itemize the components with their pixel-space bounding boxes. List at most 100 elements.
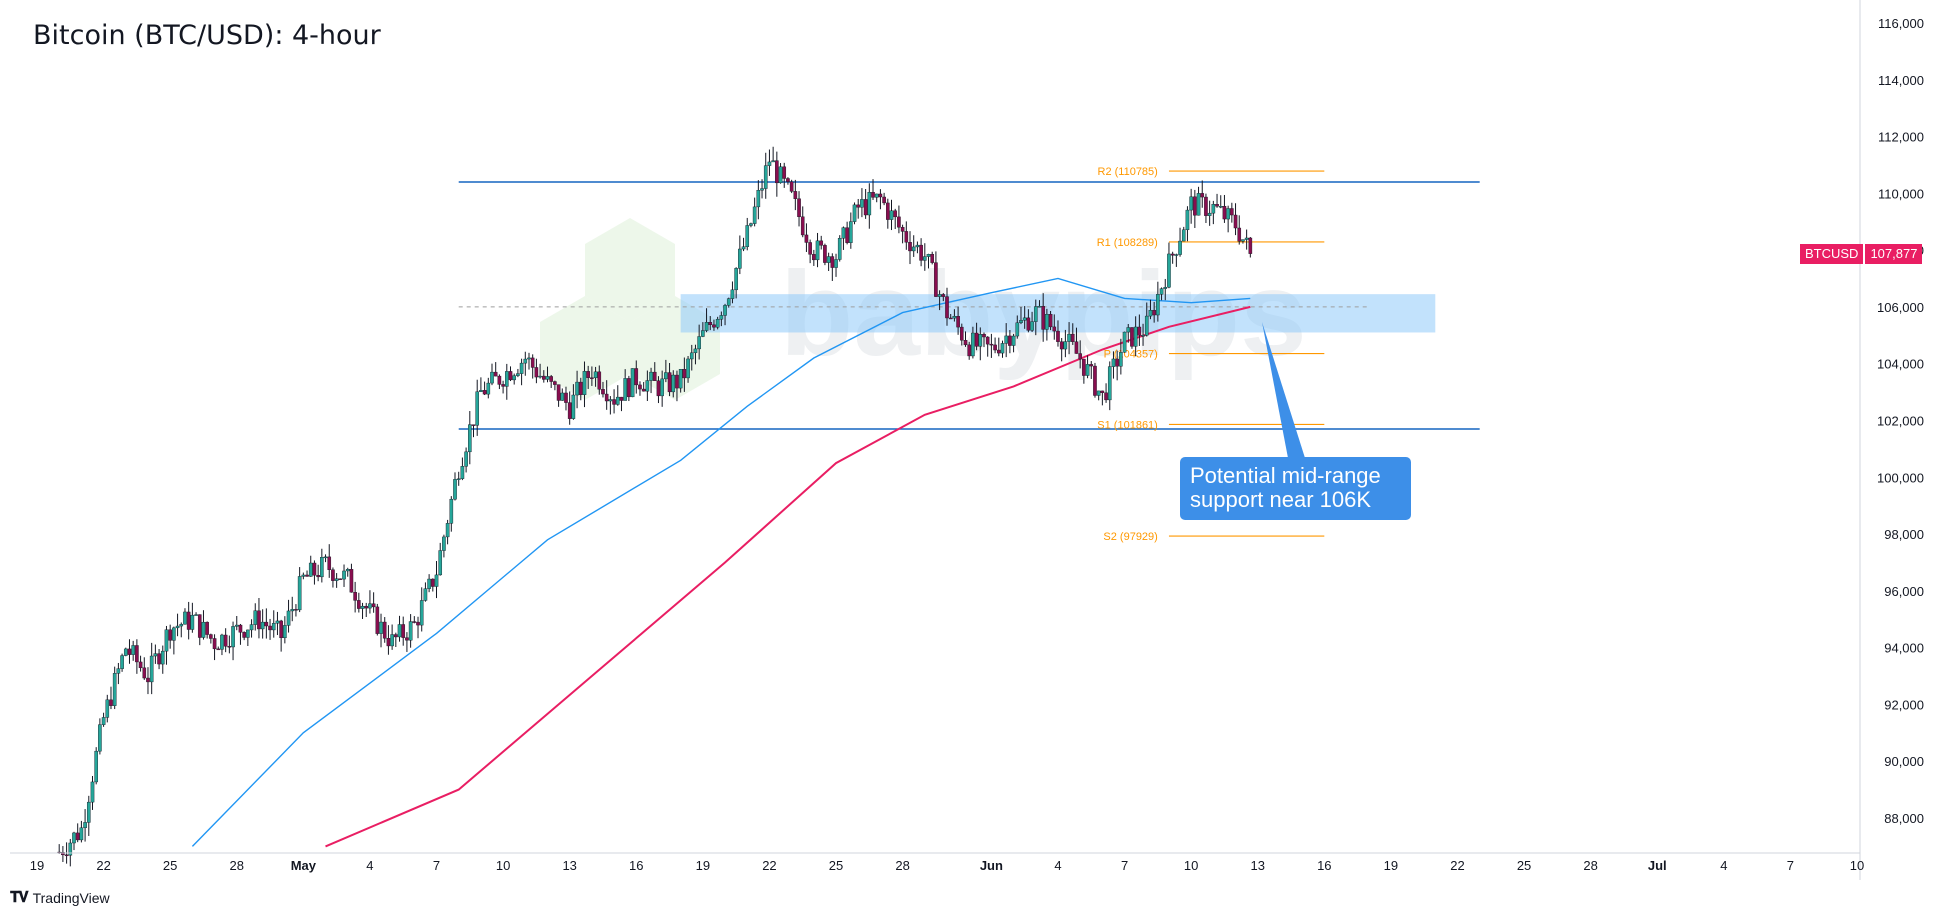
candle-body: [996, 349, 1001, 354]
candle-body: [952, 315, 957, 319]
candle-body: [1067, 333, 1071, 342]
candle-body: [834, 259, 838, 268]
candle-body: [1104, 392, 1108, 401]
candle-body: [127, 648, 132, 655]
candle-body: [701, 330, 705, 337]
candle-body: [123, 648, 128, 656]
candle-body: [649, 371, 653, 381]
x-tick-label: 16: [629, 858, 643, 873]
x-tick-label: 4: [366, 858, 373, 873]
candle-body: [434, 574, 439, 587]
candle-body: [978, 333, 983, 347]
x-tick-label: 25: [163, 858, 177, 873]
candle-body: [1152, 309, 1156, 316]
x-tick-label: 28: [230, 858, 244, 873]
candle-body: [771, 160, 775, 163]
candle-body: [1141, 335, 1145, 337]
candle-body: [79, 827, 84, 841]
candle-body: [556, 384, 561, 401]
candle-body: [934, 262, 938, 297]
candle-body: [1133, 326, 1138, 347]
candle-body: [1011, 335, 1016, 346]
candle-body: [283, 625, 287, 639]
candle-body: [168, 629, 172, 641]
candle-body: [364, 605, 369, 609]
candle-body: [297, 576, 302, 611]
candle-body: [379, 621, 383, 634]
candle-body: [431, 578, 435, 587]
candle-body: [186, 611, 191, 630]
candle-body: [416, 621, 420, 626]
candle-body: [849, 221, 853, 243]
candle-body: [1111, 358, 1116, 367]
candle-body: [419, 600, 424, 626]
candle-body: [223, 634, 228, 647]
x-tick-label: 19: [1384, 858, 1398, 873]
candle-body: [575, 381, 579, 396]
candle-body: [105, 699, 110, 718]
candle-body: [157, 653, 161, 665]
x-tick-label: 25: [1517, 858, 1531, 873]
candle-body: [719, 315, 724, 320]
candle-body: [475, 391, 480, 426]
candle-body: [1200, 193, 1205, 198]
candle-body: [1015, 322, 1020, 337]
candle-body: [138, 661, 143, 669]
candle-body: [693, 348, 698, 354]
candle-body: [697, 336, 701, 350]
candle-body: [775, 160, 779, 184]
candle-body: [715, 318, 720, 328]
tradingview-brand[interactable]: 𝐓𝐕 TradingView: [10, 889, 110, 906]
symbol-badge: BTCUSD: [1800, 243, 1864, 264]
candle-body: [627, 378, 631, 398]
candle-body: [308, 562, 313, 577]
candle-body: [405, 637, 409, 641]
candle-body: [64, 854, 69, 857]
candle-body: [120, 655, 124, 669]
candle-body: [519, 362, 524, 374]
y-tick-label: 94,000: [1884, 641, 1924, 656]
candle-body: [149, 655, 154, 683]
candle-body: [290, 609, 295, 612]
moving-average-line: [191, 277, 1251, 847]
candle-body: [812, 254, 816, 261]
candle-body: [1045, 314, 1049, 330]
x-tick-label: 10: [1184, 858, 1198, 873]
candle-body: [394, 634, 398, 638]
candle-body: [234, 624, 239, 627]
candle-body: [449, 498, 454, 524]
candle-body: [516, 373, 520, 376]
candle-body: [682, 369, 687, 379]
candle-body: [808, 242, 812, 255]
moving-average-line: [325, 305, 1251, 848]
candle-body: [1163, 287, 1168, 289]
candle-body: [1148, 309, 1153, 317]
candle-body: [871, 192, 875, 198]
candle-body: [408, 621, 413, 641]
candle-body: [989, 343, 994, 346]
candle-body: [353, 592, 357, 601]
candle-body: [493, 371, 498, 377]
candle-body: [878, 193, 883, 198]
candle-body: [1008, 335, 1012, 346]
candle-body: [767, 161, 772, 166]
candle-body: [541, 375, 546, 380]
tradingview-logo-icon: 𝐓𝐕: [10, 889, 29, 906]
candle-body: [1167, 253, 1171, 288]
candle-body: [386, 638, 391, 647]
candle-body: [142, 667, 147, 679]
candle-body: [545, 376, 550, 380]
candle-body: [1093, 365, 1097, 396]
x-tick-label: 10: [1850, 858, 1864, 873]
callout-box: Potential mid-range support near 106K: [1180, 457, 1411, 520]
candle-body: [919, 244, 923, 261]
candle-body: [501, 384, 505, 387]
candle-body: [468, 424, 472, 453]
candle-body: [246, 629, 250, 638]
candle-body: [112, 673, 117, 706]
candle-body: [438, 550, 443, 576]
candle-body: [560, 392, 565, 401]
candle-body: [153, 653, 158, 657]
candle-body: [212, 638, 217, 650]
levels-layer: R2 (110785)R1 (108289)P (104357)S1 (1018…: [458, 166, 1480, 543]
